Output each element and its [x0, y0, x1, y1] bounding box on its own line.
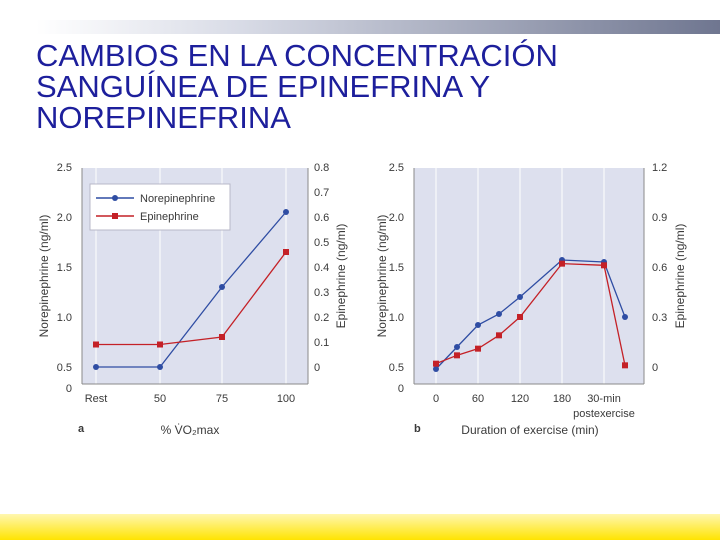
chart-a-right-tick-label: 0.6: [314, 212, 329, 224]
chart-a-left-tick-label: 2.0: [57, 212, 72, 224]
chart-a-right-tick-label: 0.1: [314, 337, 329, 349]
chart-b-right-tick-labels: 0 0.3 0.6 0.9 1.2: [652, 162, 667, 374]
chart-a-norepinephrine-line: [96, 211, 287, 368]
chart-b-epinephrine-point: [475, 345, 481, 352]
chart-b-left-tick-label: 1.0: [389, 312, 404, 324]
chart-a-epinephrine-point: [93, 341, 99, 348]
title-line-1: CAMBIOS EN LA CONCENTRACIÓN: [36, 38, 558, 73]
chart-b-x-tick-label: 0: [433, 393, 439, 405]
panel-label-b: b: [414, 423, 421, 435]
chart-a-right-tick-label: 0.7: [314, 187, 329, 199]
chart-a-norepinephrine-point: [219, 284, 225, 290]
chart-b-right-tick-label: 0: [652, 362, 658, 374]
chart-b-right-tick-label: 0.9: [652, 212, 667, 224]
chart-a-right-axis-title: Epinephrine (ng/ml): [334, 224, 348, 329]
chart-b-epinephrine-point: [601, 262, 607, 269]
chart-a-x-axis-title: % V̇O₂max: [161, 423, 220, 437]
title-line-2: SANGUÍNEA DE EPINEFRINA Y: [36, 69, 491, 104]
legend-epinephrine-label: Epinephrine: [140, 211, 199, 223]
chart-a-x-tick-label: Rest: [85, 393, 108, 405]
chart-b-epinephrine-point: [433, 360, 439, 367]
chart-b-right-tick-label: 1.2: [652, 162, 667, 174]
chart-a-right-tick-label: 0.3: [314, 287, 329, 299]
chart-b-right-axis-title: Epinephrine (ng/ml): [673, 224, 687, 329]
chart-a-epinephrine-line: [96, 251, 287, 346]
slide-title: CAMBIOS EN LA CONCENTRACIÓN SANGUÍNEA DE…: [36, 40, 676, 133]
chart-a-x-tick-labels: Rest 50 75 100: [85, 393, 295, 405]
chart-a-right-tick-label: 0: [314, 362, 320, 374]
chart-a-norepinephrine-point: [283, 209, 289, 215]
chart-a-left-tick-label: 1.0: [57, 312, 72, 324]
chart-b-norepinephrine-point: [517, 294, 523, 300]
chart-a-x-tick-label: 75: [216, 393, 228, 405]
chart-b-norepinephrine-point: [475, 322, 481, 328]
chart-a-left-axis-title: Norepinephrine (ng/ml): [37, 215, 51, 338]
header-accent-bar: [36, 20, 720, 34]
chart-b-x-tick-label: 30-min: [587, 393, 621, 405]
chart-b-norepinephrine-point: [622, 314, 628, 320]
chart-b-norepinephrine-point: [433, 366, 439, 372]
chart-b-epinephrine-point: [622, 362, 628, 369]
chart-a-right-tick-label: 0.8: [314, 162, 329, 174]
chart-b-epinephrine-point: [496, 332, 502, 339]
chart-b-x-tick-labels: 0 60 120 180 30-min: [433, 393, 621, 405]
chart-b-left-tick-label: 0.5: [389, 362, 404, 374]
chart-a-series: [93, 209, 289, 370]
chart-a-epinephrine-point: [219, 334, 225, 340]
chart-b: 0 0.5 1.0 1.5 2.0 2.5 0 0.3 0.6 0.9 1.2 0 60 120 180…: [375, 162, 687, 437]
panel-label-a: a: [78, 423, 85, 435]
chart-a-left-tick-label: 1.5: [57, 262, 72, 274]
chart-b-norepinephrine-line: [435, 259, 626, 370]
chart-b-epinephrine-point: [517, 313, 523, 320]
chart-b-right-tick-label: 0.3: [652, 312, 667, 324]
chart-a-right-tick-label: 0.2: [314, 312, 329, 324]
chart-b-right-tick-label: 0.6: [652, 262, 667, 274]
chart-b-postexercise-label: postexercise: [573, 408, 635, 420]
chart-b-x-tick-label: 120: [511, 393, 529, 405]
chart-b-left-axis-title: Norepinephrine (ng/ml): [375, 215, 389, 338]
chart-b-left-tick-labels: 0 0.5 1.0 1.5 2.0 2.5: [389, 162, 404, 395]
chart-a-right-tick-labels: 0 0.1 0.2 0.3 0.4 0.5 0.6 0.7 0.8: [314, 162, 329, 374]
chart-b-epinephrine-point: [454, 352, 460, 359]
chart-b-epinephrine-line: [435, 262, 626, 366]
chart-a-left-tick-label: 0: [66, 383, 72, 395]
chart-b-norepinephrine-point: [496, 311, 502, 317]
footer-accent-bar: [0, 514, 720, 540]
legend-norepinephrine-marker: [112, 195, 118, 201]
chart-b-left-tick-label: 2.5: [389, 162, 404, 174]
chart-a-left-tick-label: 0.5: [57, 362, 72, 374]
chart-b-left-tick-label: 2.0: [389, 212, 404, 224]
chart-a-epinephrine-point: [283, 249, 289, 255]
chart-a-right-tick-label: 0.4: [314, 262, 329, 274]
title-line-3: NOREPINEFRINA: [36, 100, 291, 135]
legend-box: [89, 183, 231, 231]
chart-b-x-tick-label: 60: [472, 393, 484, 405]
chart-a-x-tick-label: 50: [154, 393, 166, 405]
chart-a: 00.51.01.52.02.5 00.10.20.30.40.50.60.70…: [37, 162, 348, 437]
chart-a-right-tick-label: 0.5: [314, 237, 329, 249]
chart-a-legend: Norepinephrine Epinephrine: [89, 183, 231, 231]
chart-b-series: [433, 257, 628, 372]
chart-a-norepinephrine-point: [93, 364, 99, 370]
chart-b-epinephrine-point: [559, 260, 565, 267]
chart-b-left-tick-label: 0: [398, 383, 404, 395]
chart-a-left-tick-labels: 0 0.5 1.0 1.5 2.0 2.5: [57, 162, 72, 395]
chart-a-epinephrine-point: [157, 341, 163, 348]
chart-b-x-tick-label: 180: [553, 393, 571, 405]
chart-b-left-tick-label: 1.5: [389, 262, 404, 274]
chart-a-norepinephrine-point: [157, 364, 163, 370]
legend-epinephrine-marker: [112, 213, 118, 219]
legend-norepinephrine-label: Norepinephrine: [140, 193, 215, 205]
chart-a-left-tick-label: 2.5: [57, 162, 72, 174]
chart-a-x-tick-label: 100: [277, 393, 295, 405]
chart-b-norepinephrine-point: [454, 344, 460, 350]
chart-b-x-axis-title: Duration of exercise (min): [461, 423, 598, 437]
